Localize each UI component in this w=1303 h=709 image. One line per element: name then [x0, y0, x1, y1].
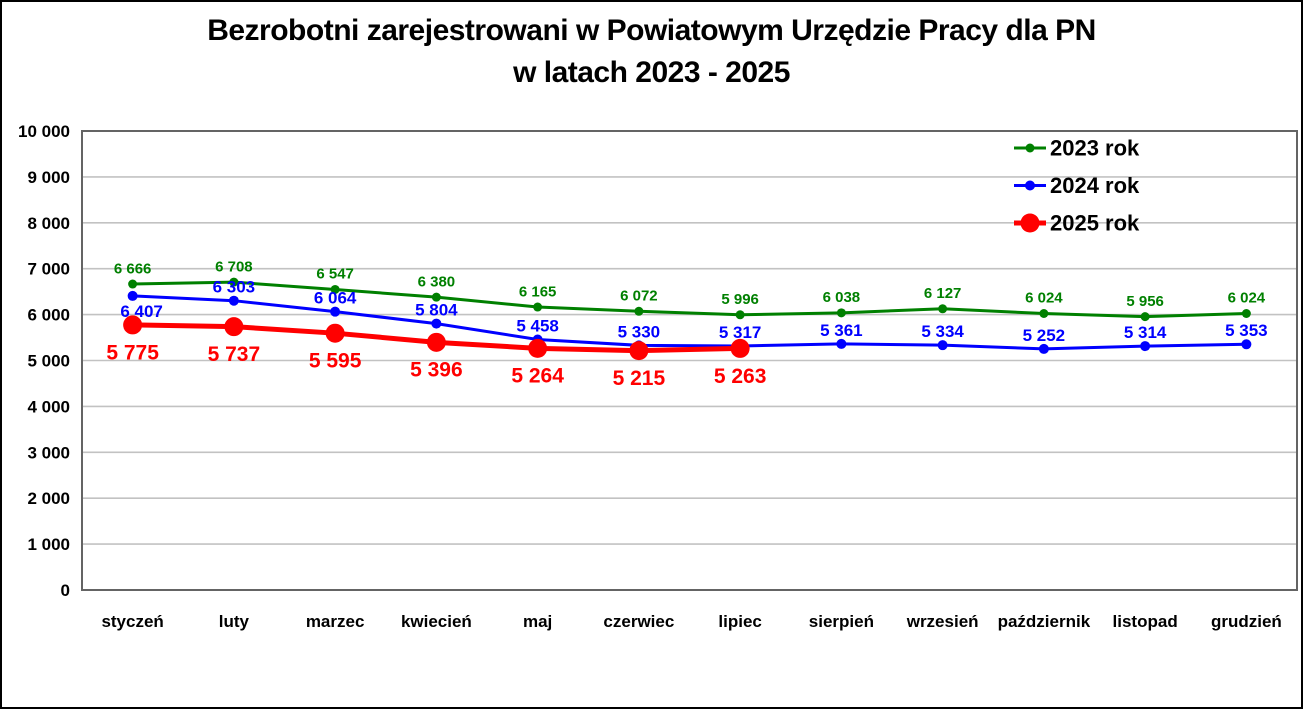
series-line-2024: [132, 294, 1247, 351]
data-point: [431, 318, 442, 329]
data-point: [431, 292, 441, 302]
data-label: 6 024: [1025, 290, 1063, 307]
x-axis-tick-label: sierpień: [809, 612, 874, 631]
data-label: 6 024: [1228, 290, 1266, 307]
data-label: 5 252: [1023, 326, 1066, 345]
data-point: [937, 340, 948, 351]
data-label: 6 064: [314, 289, 357, 308]
data-label: 5 956: [1126, 293, 1164, 310]
data-point: [938, 304, 948, 314]
data-label: 5 353: [1225, 321, 1268, 340]
data-point: [1241, 339, 1252, 350]
data-point: [123, 315, 143, 335]
data-point: [1140, 312, 1150, 322]
data-label: 5 215: [613, 367, 666, 390]
data-point: [330, 284, 340, 294]
data-point: [127, 290, 138, 301]
data-point: [836, 308, 846, 318]
data-label: 5 804: [415, 301, 458, 320]
x-axis-tick-label: styczeń: [101, 612, 163, 631]
x-axis-tick-label: wrzesień: [906, 612, 979, 631]
data-label: 5 775: [106, 341, 159, 364]
data-point: [629, 341, 649, 361]
legend-item-label: 2023 rok: [1050, 136, 1140, 161]
y-axis-tick-label: 1 000: [27, 535, 70, 554]
y-axis-tick-label: 5 000: [27, 351, 70, 370]
data-point: [426, 332, 446, 352]
data-label: 5 263: [714, 365, 767, 388]
data-label: 5 396: [410, 359, 463, 382]
data-point: [325, 323, 345, 343]
data-point: [836, 338, 847, 349]
data-point: [224, 317, 244, 337]
x-axis-tick-label: luty: [219, 612, 250, 631]
data-label: 5 737: [208, 343, 261, 366]
x-axis-tick-label: grudzień: [1211, 612, 1282, 631]
legend-item-label: 2025 rok: [1050, 211, 1140, 236]
y-axis-tick-label: 4 000: [27, 397, 70, 416]
data-point: [228, 295, 239, 306]
data-point: [528, 338, 548, 358]
y-axis-tick-label: 6 000: [27, 306, 70, 325]
data-label: 5 996: [721, 291, 759, 308]
data-label: 5 314: [1124, 323, 1167, 342]
data-label: 6 127: [924, 285, 962, 302]
legend-item-label: 2024 rok: [1050, 173, 1140, 198]
data-point: [1241, 308, 1251, 318]
y-axis-tick-label: 10 000: [18, 122, 70, 141]
chart-title-line2: w latach 2023 - 2025: [513, 56, 790, 89]
plot-frame: [81, 130, 1298, 591]
legend-marker-dot: [1025, 143, 1035, 153]
data-point: [634, 306, 644, 316]
y-axis-tick-label: 9 000: [27, 168, 70, 187]
y-axis-tick-label: 8 000: [27, 214, 70, 233]
x-axis-tick-label: czerwiec: [603, 612, 674, 631]
data-label: 5 264: [511, 365, 564, 388]
data-point: [533, 302, 543, 312]
x-axis-tick-label: październik: [998, 612, 1091, 631]
data-point: [730, 338, 750, 358]
data-label: 5 334: [921, 322, 964, 341]
x-axis-tick-label: lipiec: [718, 612, 761, 631]
data-label: 6 038: [823, 289, 861, 306]
legend-marker-dot: [1020, 213, 1040, 233]
data-point: [1038, 343, 1049, 354]
data-label: 5 361: [820, 321, 863, 340]
data-label: 6 547: [316, 266, 354, 283]
x-axis-tick-label: maj: [523, 612, 552, 631]
data-label: 5 458: [516, 316, 559, 335]
data-point: [229, 277, 239, 287]
y-axis-tick-label: 3 000: [27, 443, 70, 462]
data-label: 6 380: [418, 273, 456, 290]
data-label: 6 708: [215, 258, 253, 275]
data-point: [1140, 341, 1151, 352]
x-axis-tick-label: listopad: [1113, 612, 1178, 631]
data-label: 6 165: [519, 283, 557, 300]
chart-title-line1: Bezrobotni zarejestrowani w Powiatowym U…: [207, 14, 1096, 47]
data-label: 5 595: [309, 350, 362, 373]
y-axis-tick-label: 2 000: [27, 489, 70, 508]
data-label: 6 666: [114, 260, 152, 277]
data-point: [128, 279, 138, 289]
data-label: 5 317: [719, 323, 762, 342]
chart-title: Bezrobotni zarejestrowani w Powiatowym U…: [2, 10, 1301, 94]
legend-marker-dot: [1025, 180, 1035, 191]
data-point: [330, 306, 341, 317]
y-axis-tick-label: 7 000: [27, 260, 70, 279]
y-axis-tick-label: 0: [61, 581, 70, 600]
x-axis-tick-label: marzec: [306, 612, 365, 631]
data-label: 5 330: [618, 322, 661, 341]
data-label: 6 303: [213, 278, 256, 297]
x-axis-tick-label: kwiecień: [401, 612, 472, 631]
series-line-2023: [132, 280, 1247, 319]
data-point: [735, 310, 745, 320]
data-point: [1039, 308, 1049, 318]
data-label: 6 072: [620, 288, 658, 305]
